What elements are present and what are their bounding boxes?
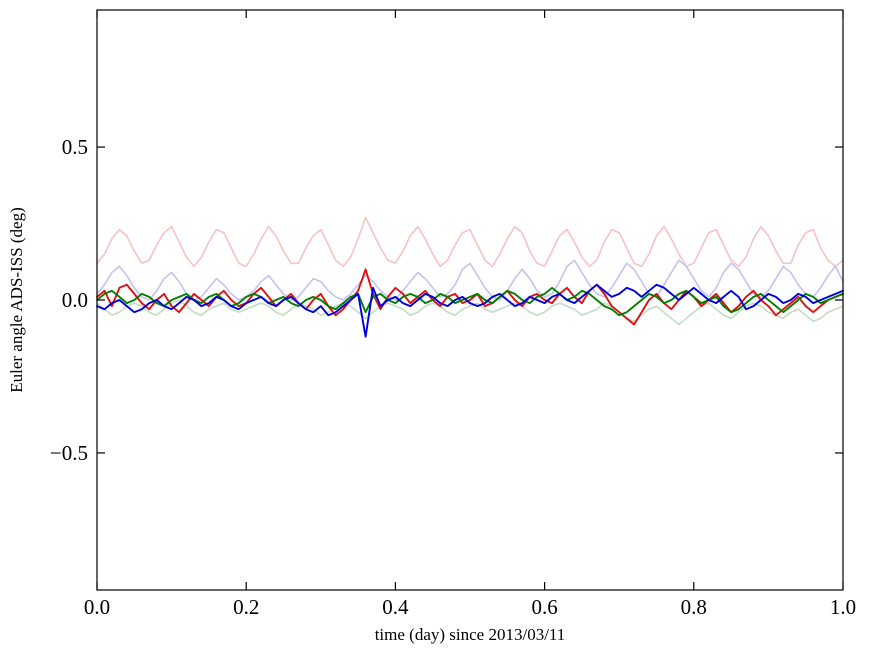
series-euler-angle-2-raw-line	[96, 259, 844, 301]
axes-frame	[96, 9, 844, 591]
tick-layer: 0.0 0.2 0.4 0.6 0.8 1.0 0.5 0.0 −0.5	[50, 10, 856, 619]
y-tick-label: −0.5	[50, 441, 88, 465]
series-euler-angle-3-raw-line	[96, 299, 844, 326]
y-tick-label: 0.0	[62, 288, 88, 312]
y-tick-label: 0.5	[62, 135, 88, 159]
x-tick-label: 0.0	[84, 595, 110, 619]
series-layer	[96, 216, 844, 338]
series-euler-angle-1-raw-line	[96, 216, 844, 268]
x-tick-label: 0.8	[681, 595, 707, 619]
x-tick-label: 0.4	[382, 595, 409, 619]
series-euler-angle-1-filtered-line	[96, 268, 844, 326]
x-tick-label: 0.6	[531, 595, 557, 619]
x-tick-label: 0.2	[233, 595, 259, 619]
x-tick-label: 1.0	[830, 595, 856, 619]
y-axis-label: Euler angle ADS-ISS (deg)	[7, 207, 26, 393]
series-euler-angle-3-filtered-line	[96, 283, 844, 338]
x-axis-label: time (day) since 2013/03/11	[375, 625, 566, 644]
